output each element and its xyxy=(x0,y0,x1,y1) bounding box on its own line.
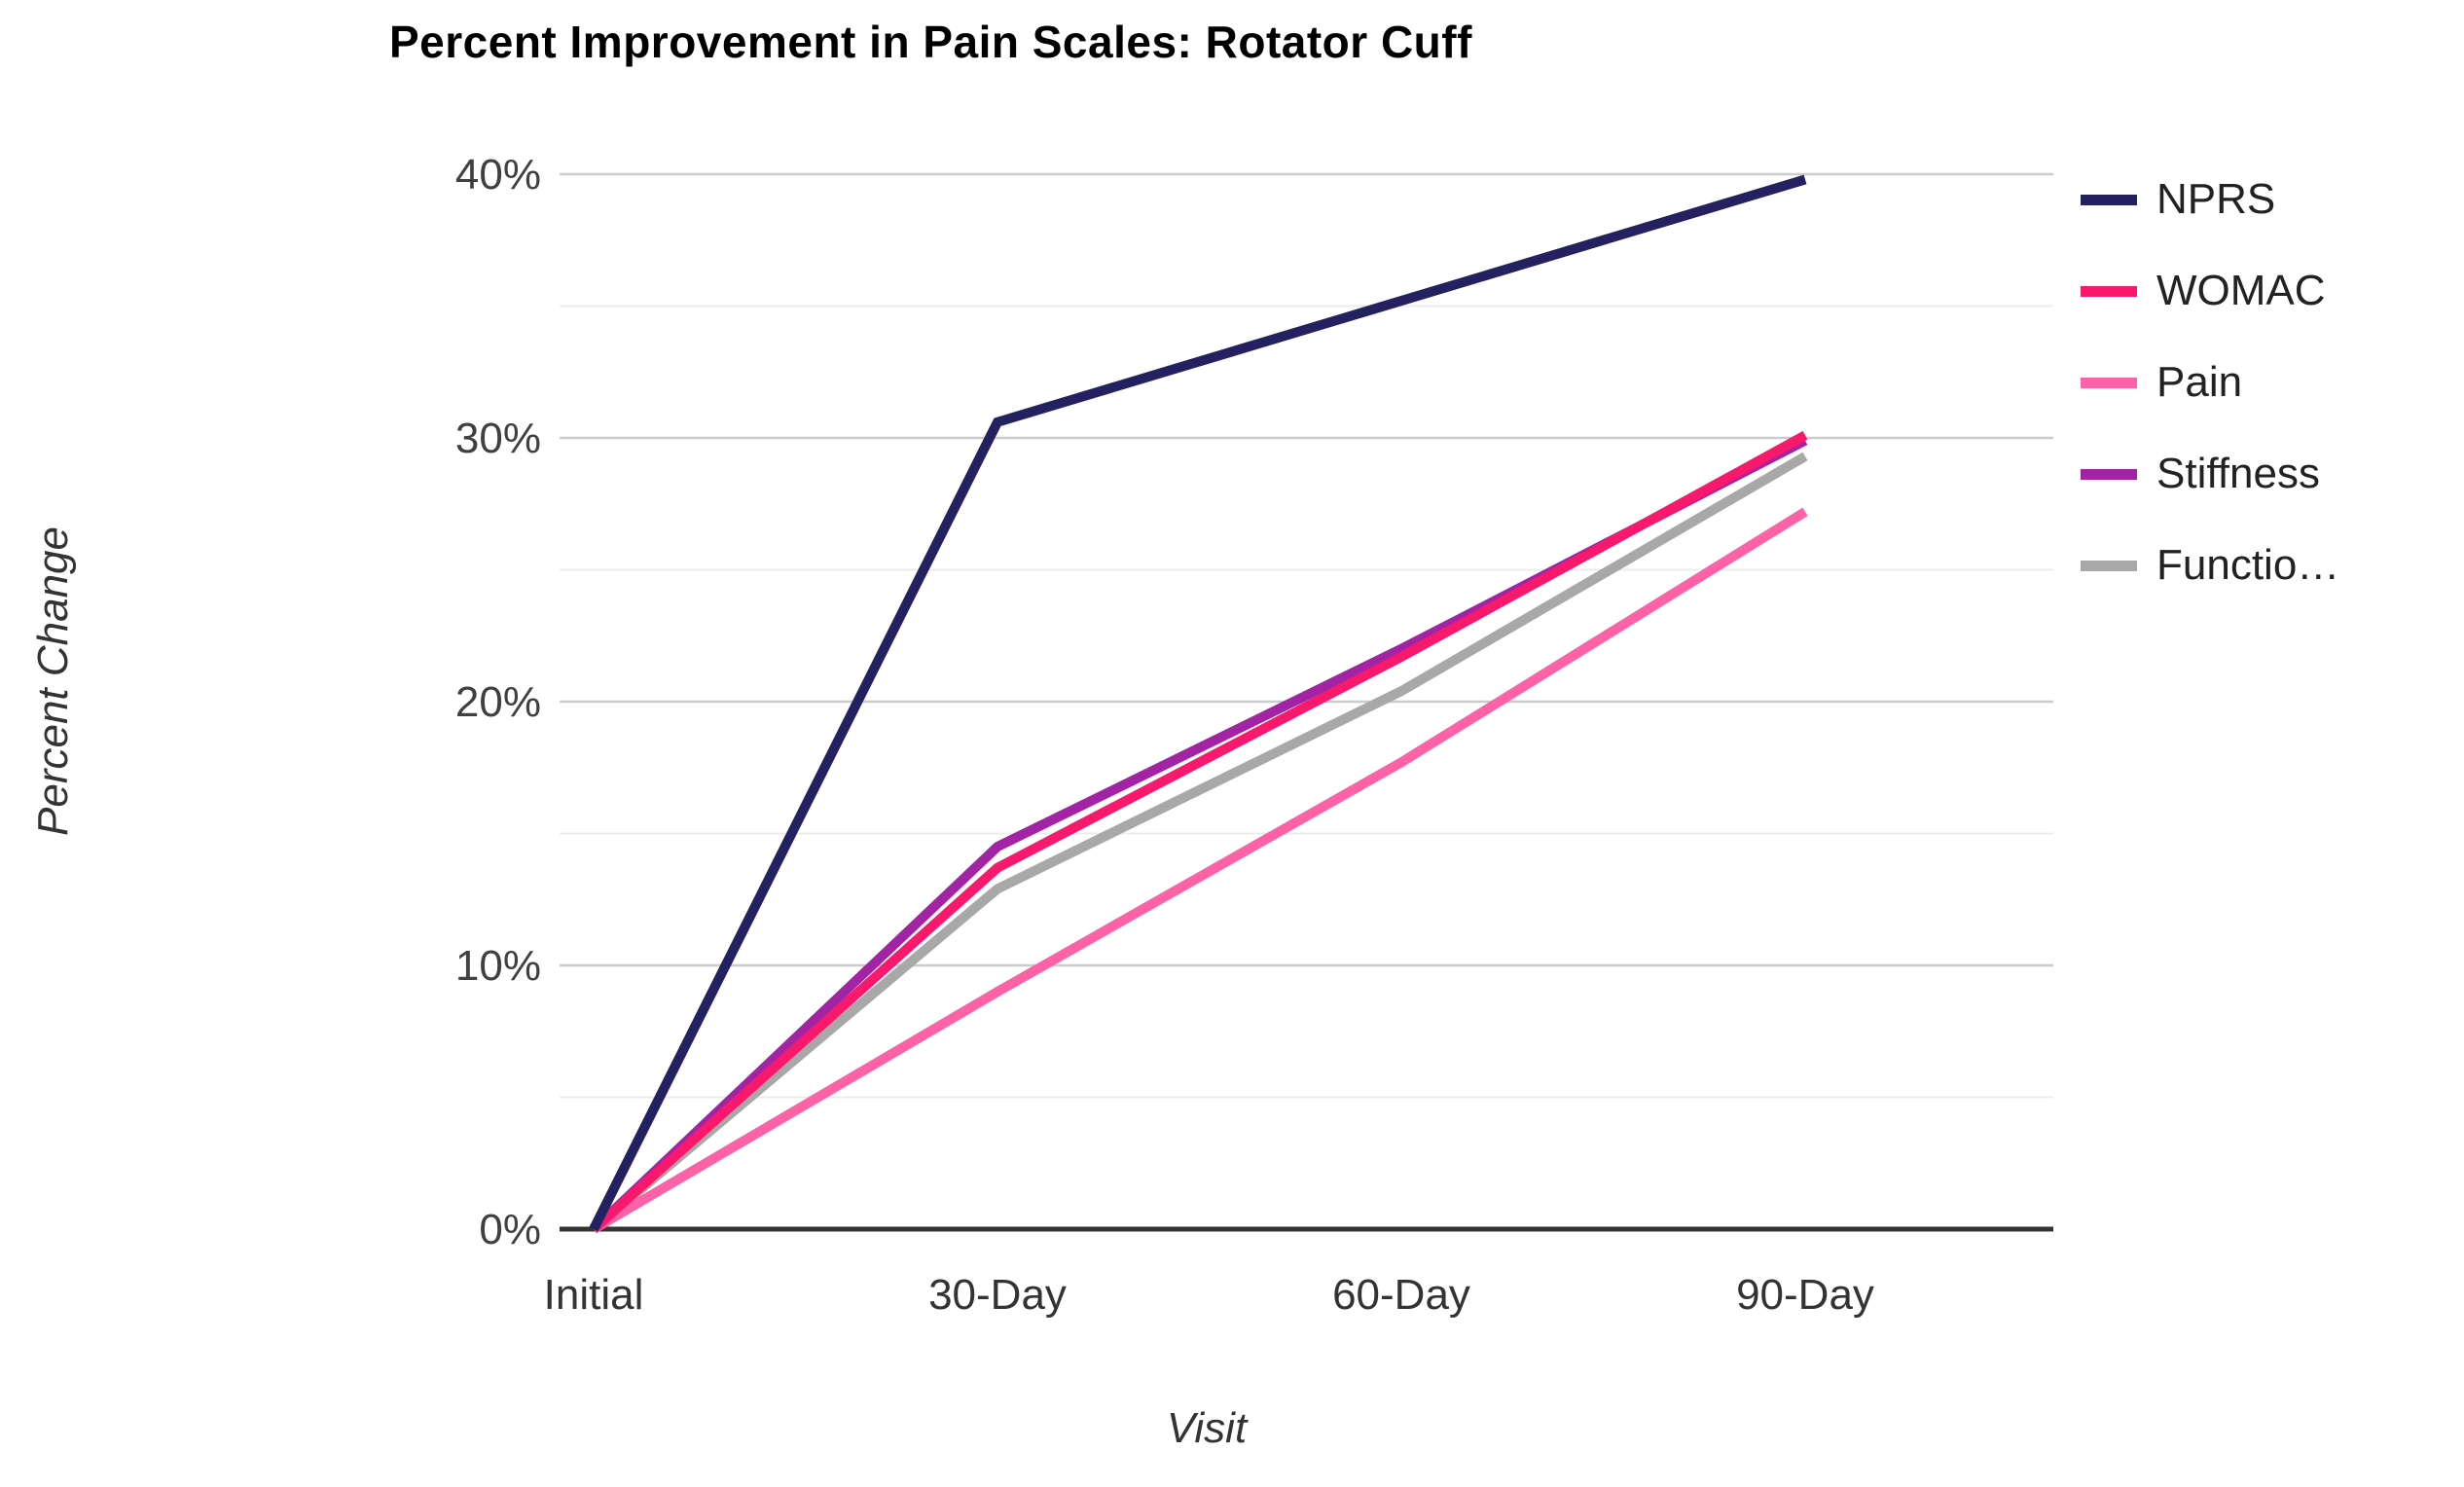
series-line-pain[interactable] xyxy=(591,507,1808,1234)
legend-swatch-nprs xyxy=(2081,194,2137,205)
x-tick-label-90-day: 90-Day xyxy=(1736,1271,1874,1319)
legend-item-nprs: NPRS xyxy=(2081,175,2339,223)
y-tick-label-0: 0% xyxy=(479,1206,541,1253)
legend-swatch-pain xyxy=(2081,377,2137,388)
legend-swatch-womac xyxy=(2081,285,2137,297)
legend-item-function: Functio… xyxy=(2081,541,2340,589)
series-line-nprs[interactable] xyxy=(589,174,1807,1232)
legend-label-stiffness: Stiffness xyxy=(2156,450,2320,497)
x-tick-label-30-day: 30-Day xyxy=(928,1271,1067,1319)
legend-label-nprs: NPRS xyxy=(2156,175,2276,223)
series-line-womac[interactable] xyxy=(590,430,1808,1233)
legend-item-pain: Pain xyxy=(2081,358,2339,406)
legend-swatch-function xyxy=(2081,560,2137,571)
legend-label-function: Functio… xyxy=(2156,541,2340,589)
legend-label-pain: Pain xyxy=(2156,358,2243,406)
legend-item-stiffness: Stiffness xyxy=(2081,450,2339,497)
x-tick-label-60-day: 60-Day xyxy=(1332,1271,1470,1319)
series-line-function[interactable] xyxy=(590,452,1808,1233)
x-axis-title: Visit xyxy=(1166,1404,1248,1452)
legend-swatch-stiffness xyxy=(2081,468,2137,480)
y-tick-label-20: 20% xyxy=(455,678,541,726)
chart-title: Percent Improvement in Pain Scales: Rota… xyxy=(389,17,1472,67)
legend: NPRS WOMAC Pain Stiffness Functio… xyxy=(2081,175,2340,589)
legend-item-womac: WOMAC xyxy=(2081,267,2339,314)
y-tick-label-30: 30% xyxy=(455,415,541,462)
x-tick-label-initial: Initial xyxy=(544,1271,644,1319)
y-tick-label-40: 40% xyxy=(455,151,541,199)
y-tick-label-10: 10% xyxy=(455,942,541,990)
legend-label-womac: WOMAC xyxy=(2156,267,2326,314)
